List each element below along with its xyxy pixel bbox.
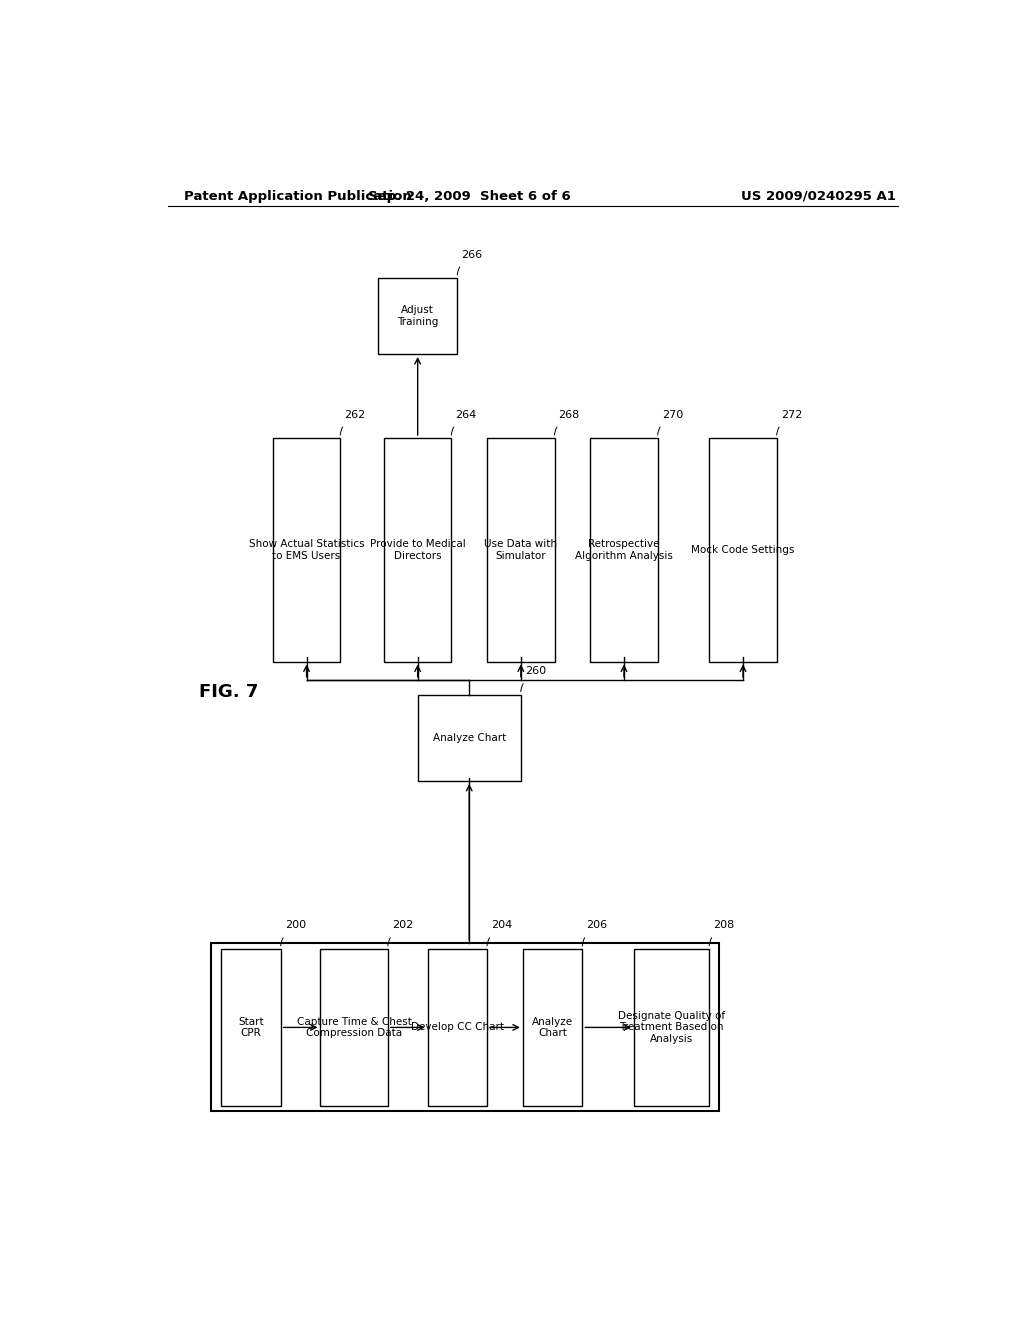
Bar — [321, 949, 388, 1106]
Bar — [221, 949, 281, 1106]
Text: Patent Application Publication: Patent Application Publication — [183, 190, 412, 202]
Text: Develop CC Chart: Develop CC Chart — [411, 1023, 504, 1032]
Bar — [590, 438, 657, 661]
Bar — [384, 438, 452, 661]
Text: Show Actual Statistics
to EMS Users: Show Actual Statistics to EMS Users — [249, 539, 365, 561]
Text: 202: 202 — [392, 920, 413, 931]
Bar — [211, 942, 719, 1110]
Text: Sep. 24, 2009  Sheet 6 of 6: Sep. 24, 2009 Sheet 6 of 6 — [368, 190, 570, 202]
Text: 208: 208 — [714, 920, 734, 931]
Text: Analyze
Chart: Analyze Chart — [532, 1016, 573, 1039]
Bar — [272, 438, 340, 661]
Text: 206: 206 — [587, 920, 607, 931]
Text: 200: 200 — [285, 920, 306, 931]
Bar — [487, 438, 555, 661]
Text: US 2009/0240295 A1: US 2009/0240295 A1 — [741, 190, 896, 202]
Text: Analyze Chart: Analyze Chart — [432, 733, 506, 743]
Text: 262: 262 — [344, 409, 366, 420]
Text: 260: 260 — [524, 667, 546, 676]
Text: Use Data with
Simulator: Use Data with Simulator — [484, 539, 557, 561]
Text: 204: 204 — [492, 920, 512, 931]
Bar — [418, 694, 521, 781]
Bar — [523, 949, 583, 1106]
Text: 264: 264 — [456, 409, 476, 420]
Text: Provide to Medical
Directors: Provide to Medical Directors — [370, 539, 466, 561]
Text: Start
CPR: Start CPR — [239, 1016, 264, 1039]
Text: Mock Code Settings: Mock Code Settings — [691, 545, 795, 554]
Text: 272: 272 — [780, 409, 802, 420]
Text: 268: 268 — [558, 409, 580, 420]
Bar — [378, 277, 458, 354]
Text: 270: 270 — [662, 409, 683, 420]
Bar — [428, 949, 487, 1106]
Text: 266: 266 — [461, 249, 482, 260]
Bar — [634, 949, 710, 1106]
Text: Retrospective
Algorithm Analysis: Retrospective Algorithm Analysis — [575, 539, 673, 561]
Bar — [710, 438, 777, 661]
Text: Adjust
Training: Adjust Training — [397, 305, 438, 327]
Text: FIG. 7: FIG. 7 — [200, 682, 259, 701]
Text: Capture Time & Chest
Compression Data: Capture Time & Chest Compression Data — [297, 1016, 412, 1039]
Text: Designate Quality of
Treatment Based on
Analysis: Designate Quality of Treatment Based on … — [618, 1011, 725, 1044]
